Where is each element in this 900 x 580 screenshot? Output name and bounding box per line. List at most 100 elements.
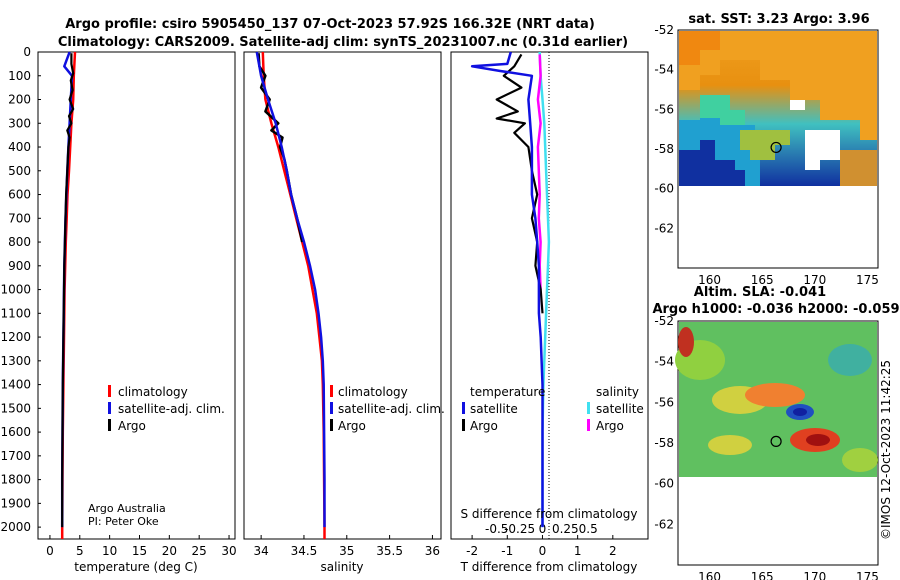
legend-title-temperature: temperature [470,385,545,399]
lat-tick-label: -58 [654,436,674,450]
sla-map-lat-ticks: -52 -54 -56 -58 -60 -62 [654,314,674,531]
x-tick-label: -2 [466,544,478,558]
temperature-legend: climatology satellite-adj. clim. Argo [108,385,225,433]
sla-map-title-line2: Argo h1000: -0.036 h2000: -0.059 [652,302,899,317]
t-difference-xlabel: T difference from climatology [460,560,638,574]
series-line-argo [61,53,75,528]
temperature-xlabel: temperature (deg C) [74,560,197,574]
sst-map-lat-ticks: -52 -54 -56 -58 -60 -62 [654,23,674,235]
temperature-axes-box [37,51,236,540]
temperature-panel: 0100200300400500600700800900100011001200… [0,45,454,574]
lon-tick-label: 160 [698,570,721,580]
s-tick-label: 0 [539,522,547,536]
sst-map-lon-ticks: 160 165 170 175 [698,273,879,287]
lon-tick-label: 175 [856,570,879,580]
figure-title-line2: Climatology: CARS2009. Satellite-adj cli… [58,35,628,50]
x-tick-label: -1 [501,544,513,558]
argo-position-marker-sla [770,435,782,447]
depth-tick-label: 700 [8,211,31,225]
depth-tick-label: 1300 [0,354,31,368]
x-tick-label: 20 [162,544,177,558]
sst-green-region [700,95,745,125]
legend-label-s-satellite: satellite [596,402,644,416]
temperature-x-ticks: 0 5 10 15 20 25 30 [46,535,237,558]
depth-tick-label: 1600 [0,425,31,439]
legend-swatch-satellite [330,402,333,414]
x-tick-label: 1 [574,544,582,558]
argo-position-marker [770,141,782,154]
depth-tick-label: 1900 [0,496,31,510]
x-tick-label: 34 [253,544,268,558]
legend-swatch-climatology [330,385,333,397]
depth-tick-label: 0 [23,45,31,59]
difference-legend: temperature satellite Argo salinity sate… [462,385,644,433]
salinity-xlabel: salinity [320,560,363,574]
sst-south-east [840,150,877,186]
x-tick-label: 34.5 [291,544,318,558]
x-tick-label: 2 [609,544,617,558]
legend-label-t-argo: Argo [470,419,498,433]
sla-east-teal [828,344,872,376]
sla-field [675,322,878,477]
credit-line2: PI: Peter Oke [88,515,159,528]
legend-swatch-climatology [108,385,111,397]
sla-high-edge [678,327,694,357]
depth-tick-label: 1800 [0,473,31,487]
series-line-s-argo [536,54,542,290]
legend-swatch-argo [330,419,333,431]
depth-tick-label: 800 [8,235,31,249]
legend-swatch-s-argo [587,419,590,431]
x-tick-label: 30 [221,544,236,558]
lat-tick-label: -54 [654,355,674,369]
sla-south-yellow [708,435,752,455]
legend-swatch-s-satellite [587,402,590,414]
difference-lines [470,51,551,528]
sla-southeast-patch [842,448,878,472]
legend-swatch-satellite [108,402,111,414]
depth-tick-label: 1400 [0,378,31,392]
lat-tick-label: -58 [654,142,674,156]
lat-tick-label: -52 [654,23,674,37]
depth-tick-label: 300 [8,116,31,130]
legend-label-argo: Argo [118,419,146,433]
legend-label-s-argo: Argo [596,419,624,433]
depth-tick-label: 900 [8,259,31,273]
lon-tick-label: 165 [751,273,774,287]
salinity-lines [255,51,326,539]
imos-timestamp: ©IMOS 12-Oct-2023 11:42:25 [879,360,893,540]
lon-tick-label: 175 [856,273,879,287]
x-tick-label: 35.5 [376,544,403,558]
lat-tick-label: -54 [654,63,674,77]
lon-tick-label: 165 [751,570,774,580]
figure-title-line1: Argo profile: csiro 5905450_137 07-Oct-2… [65,17,595,32]
legend-swatch-argo [108,419,111,431]
series-line-satellite-adj-clim- [255,51,326,528]
legend-label-satellite: satellite-adj. clim. [338,402,445,416]
legend-label-t-satellite: satellite [470,402,518,416]
s-tick-label: -0.25 [504,522,535,536]
legend-label-climatology: climatology [118,385,188,399]
legend-swatch-t-satellite [462,402,465,414]
sst-map-panel: sat. SST: 3.23 Argo: 3.96 -52 -54 -56 -58 -6… [654,12,879,287]
depth-tick-label: 600 [8,188,31,202]
x-tick-label: 5 [76,544,84,558]
lat-tick-label: -60 [654,477,674,491]
depth-ticks: 0 100 200 300 400 500 600 700 800 900 1000 1100 1200… [0,45,454,534]
depth-tick-label: 2000 [0,520,31,534]
lat-tick-label: -60 [654,182,674,196]
difference-x-ticks: -2 -1 0 1 2 [466,535,617,558]
depth-tick-label: 200 [8,93,31,107]
series-line-t-satellite [470,51,544,528]
lon-tick-label: 170 [803,570,826,580]
x-tick-label: 35 [339,544,354,558]
lat-tick-label: -52 [654,314,674,328]
x-tick-label: 10 [102,544,117,558]
salinity-legend: climatology satellite-adj. clim. Argo [330,385,445,433]
sla-map-lon-ticks: 160 165 170 175 [698,570,879,580]
sst-map-title: sat. SST: 3.23 Argo: 3.96 [688,12,869,27]
lat-tick-label: -62 [654,517,674,531]
sst-cloud-gap-small [790,100,805,110]
depth-tick-label: 1200 [0,330,31,344]
legend-label-satellite: satellite-adj. clim. [118,402,225,416]
depth-tick-label: 1000 [0,283,31,297]
